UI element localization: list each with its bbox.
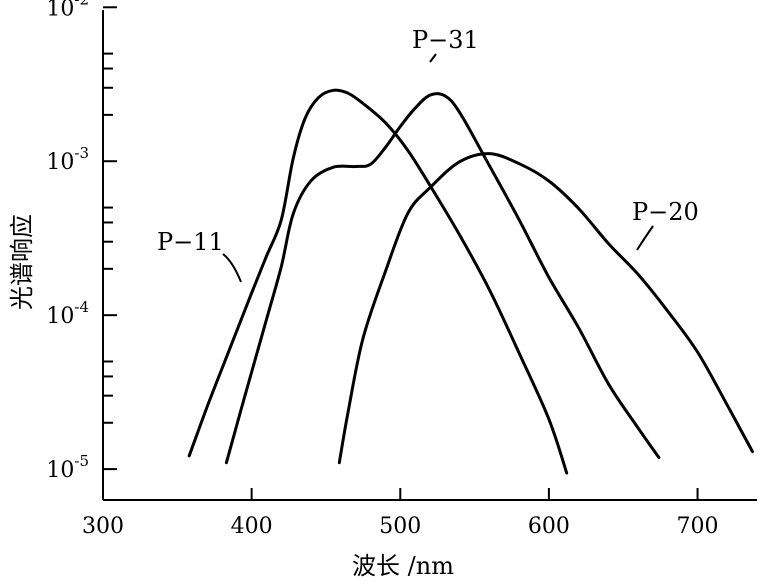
x-tick-label: 500 — [379, 514, 421, 539]
x-axis: 300 400 500 600 700 — [82, 488, 757, 539]
x-tick-label: 600 — [528, 514, 570, 539]
series-label: P−20 — [632, 198, 699, 226]
label-leader-line — [429, 53, 437, 63]
y-axis-title: 光谱响应 — [8, 214, 36, 310]
series-curves — [187, 88, 754, 475]
y-tick-label: 10-3 — [46, 144, 89, 175]
label-leader-line — [222, 253, 242, 283]
series-line-p-20 — [337, 152, 754, 465]
y-tick-label: 10-2 — [46, 0, 89, 21]
series-labels: P−11 P−31 P−20 — [157, 26, 699, 283]
label-leader-line — [636, 225, 654, 251]
x-tick-label: 400 — [231, 514, 273, 539]
series-label: P−31 — [412, 26, 479, 54]
x-axis-title: 波长 /nm — [352, 552, 454, 580]
series-label: P−11 — [157, 228, 224, 256]
x-tick-label: 700 — [677, 514, 719, 539]
y-axis: 10-2 10-3 10-4 10-5 — [46, 0, 117, 500]
series-line-p-11 — [187, 88, 569, 475]
y-tick-label: 10-5 — [46, 452, 89, 483]
x-tick-label: 300 — [82, 514, 124, 539]
series-line-p-31 — [224, 92, 661, 465]
y-tick-label: 10-4 — [46, 298, 89, 329]
